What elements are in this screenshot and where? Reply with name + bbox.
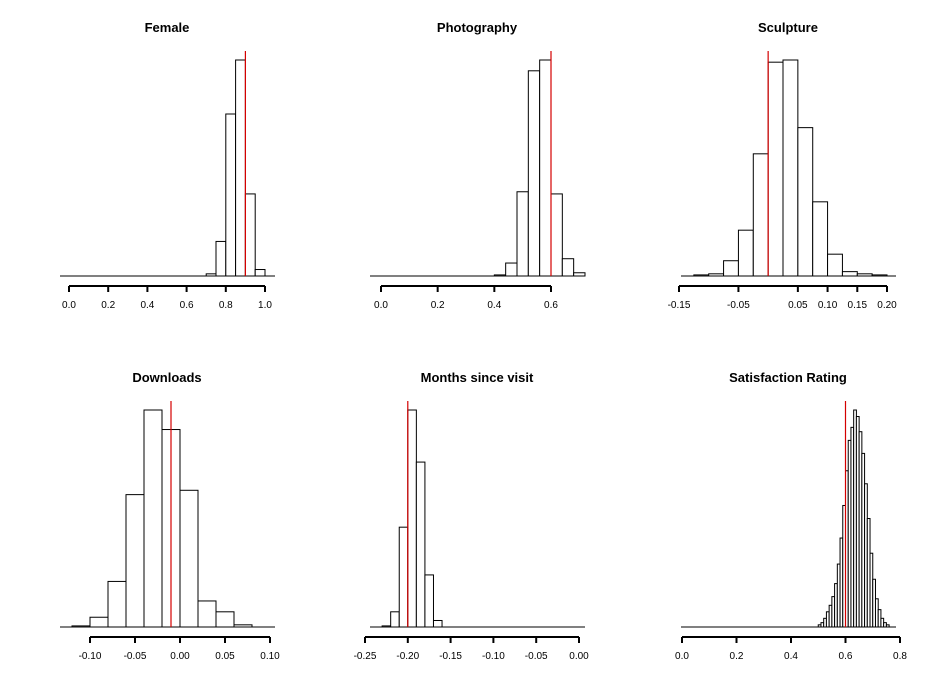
histogram-bar <box>516 191 529 277</box>
x-tick-label: 0.8 <box>893 651 907 662</box>
x-tick-label: -0.05 <box>525 651 548 662</box>
histogram-bar <box>539 59 552 277</box>
x-tick-label: -0.15 <box>439 651 462 662</box>
histogram-bar <box>493 274 507 277</box>
x-tick-label: 0.4 <box>487 300 501 311</box>
histogram-bar <box>885 624 890 628</box>
x-tick-label: -0.05 <box>727 300 750 311</box>
histogram-bar <box>143 409 163 628</box>
histogram-bar <box>767 61 784 277</box>
x-tick-label: 0.8 <box>219 300 233 311</box>
histogram-bar <box>527 70 541 277</box>
x-tick-label: -0.10 <box>79 651 102 662</box>
x-tick-label: -0.05 <box>124 651 147 662</box>
x-tick-label: 0.10 <box>818 300 838 311</box>
histogram-bar <box>179 489 199 628</box>
x-tick-label: 0.05 <box>215 651 235 662</box>
panel-4: Months since visit -0.25 -0.20 -0.15 -0.10 -0… <box>354 370 590 662</box>
histogram-bar <box>381 625 392 628</box>
histogram-bar <box>254 269 266 277</box>
histogram-bar <box>708 273 725 277</box>
histogram-bar <box>89 616 109 628</box>
x-tick-label: 0.0 <box>374 300 388 311</box>
histogram-bar <box>197 600 217 628</box>
panel-0: Female 0.0 0.2 0.4 0.6 0.8 1.0 <box>60 20 275 311</box>
histogram-bar <box>244 193 256 277</box>
histogram-bar <box>205 273 217 277</box>
x-tick-label: 0.4 <box>140 300 154 311</box>
histogram-bar <box>225 113 237 277</box>
panel-2: Sculpture -0.15 -0.05 0.05 0.10 0.15 0.20 <box>668 20 898 311</box>
panel-title: Photography <box>437 20 518 35</box>
x-tick-label: 0.00 <box>569 651 589 662</box>
histogram-bar <box>215 240 227 277</box>
panel-5: Satisfaction Rating 0.0 0.2 0.4 0.6 0.8 <box>675 370 907 662</box>
histogram-bar <box>71 625 91 628</box>
histogram-bar <box>424 574 434 628</box>
panel-title: Satisfaction Rating <box>729 370 847 385</box>
panel-title: Months since visit <box>421 370 534 385</box>
histogram-bar <box>782 59 799 277</box>
x-tick-label: 0.6 <box>180 300 194 311</box>
histogram-bar <box>827 253 843 277</box>
x-tick-label: -0.10 <box>482 651 505 662</box>
x-tick-label: -0.15 <box>668 300 691 311</box>
histogram-bar <box>407 409 417 628</box>
histogram-bar <box>797 127 814 277</box>
histogram-bar <box>841 271 858 277</box>
histogram-bar <box>573 272 586 277</box>
histogram-bar <box>505 262 518 277</box>
x-tick-label: 1.0 <box>258 300 272 311</box>
x-tick-label: 0.6 <box>544 300 558 311</box>
histogram-bar <box>856 273 873 277</box>
x-tick-label: 0.10 <box>260 651 280 662</box>
x-tick-label: 0.15 <box>848 300 868 311</box>
histogram-bar <box>398 526 409 628</box>
panel-3: Downloads -0.10 -0.05 0.00 0.05 0.10 <box>60 370 280 662</box>
histogram-bar <box>812 201 829 277</box>
x-tick-label: 0.20 <box>877 300 897 311</box>
panel-title: Female <box>145 20 190 35</box>
x-tick-label: 0.0 <box>675 651 689 662</box>
x-tick-label: 0.0 <box>62 300 76 311</box>
histogram-bar <box>871 274 888 277</box>
panel-1: Photography 0.0 0.2 0.4 0.6 <box>370 20 586 311</box>
x-tick-label: -0.25 <box>354 651 377 662</box>
histogram-bar <box>233 624 253 628</box>
panel-title: Sculpture <box>758 20 818 35</box>
panel-title: Downloads <box>132 370 201 385</box>
histogram-bar <box>723 260 739 277</box>
histogram-bar <box>432 619 443 628</box>
histogram-bar <box>215 611 235 628</box>
x-tick-label: 0.2 <box>101 300 115 311</box>
x-tick-label: 0.05 <box>788 300 808 311</box>
x-tick-label: 0.2 <box>730 651 744 662</box>
x-tick-label: -0.20 <box>396 651 419 662</box>
x-tick-label: 0.4 <box>784 651 798 662</box>
histogram-bar <box>390 611 400 628</box>
histogram-bar <box>415 461 426 628</box>
x-tick-label: 0.00 <box>170 651 190 662</box>
histogram-bar <box>125 494 145 628</box>
histogram-bar <box>737 229 754 277</box>
histogram-bar <box>107 580 127 628</box>
histogram-bar <box>561 258 575 277</box>
histogram-bar <box>550 193 563 277</box>
x-tick-label: 0.2 <box>431 300 445 311</box>
histogram-bar <box>752 153 769 277</box>
x-tick-label: 0.6 <box>839 651 853 662</box>
histogram-bar <box>235 59 246 277</box>
histogram-bar <box>693 274 710 277</box>
